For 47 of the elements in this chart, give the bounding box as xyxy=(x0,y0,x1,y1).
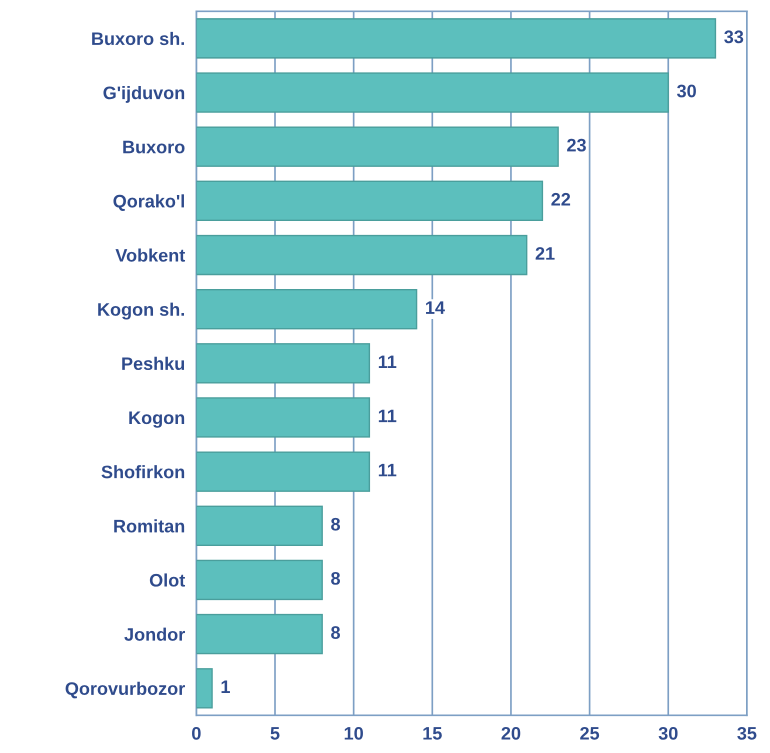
y-tick-label: Olot xyxy=(150,573,186,587)
bar xyxy=(196,180,544,222)
bar xyxy=(196,397,370,438)
bar xyxy=(196,506,323,546)
bar xyxy=(196,288,418,330)
y-tick-label: Buxoro sh. xyxy=(92,32,184,46)
data-label: 30 xyxy=(677,84,696,98)
data-label: 14 xyxy=(426,301,445,314)
data-label: 23 xyxy=(567,138,586,152)
data-label: 11 xyxy=(378,356,396,368)
data-label: 8 xyxy=(331,626,340,639)
x-tick-label: 0 xyxy=(192,726,201,740)
y-tick-label: Kogon sh. xyxy=(98,302,184,320)
x-tick-label: 25 xyxy=(580,726,600,740)
y-tick-label: G'ijduvon xyxy=(103,86,184,103)
bar xyxy=(196,560,323,600)
data-label: 22 xyxy=(551,192,570,206)
bar xyxy=(196,126,559,167)
data-label: 33 xyxy=(724,30,744,44)
data-label: 1 xyxy=(222,680,230,693)
bar xyxy=(196,451,370,492)
bar xyxy=(196,614,323,654)
data-label: 11 xyxy=(378,410,396,422)
data-label: 21 xyxy=(536,247,555,260)
data-label: 8 xyxy=(331,518,340,531)
y-tick-label: Peshku xyxy=(122,356,184,370)
x-tick-label: 30 xyxy=(658,726,678,740)
x-tick-label: 5 xyxy=(270,727,280,740)
bar xyxy=(196,343,370,384)
bar xyxy=(196,668,213,708)
y-tick-label: Romitan xyxy=(114,519,184,533)
y-tick-label: Qorako'l xyxy=(113,194,184,211)
x-tick-label: 10 xyxy=(344,726,363,740)
y-tick-label: Kogon xyxy=(129,412,184,428)
y-tick-label: Qorovurbozor xyxy=(66,682,185,698)
x-tick-label: 15 xyxy=(423,727,442,740)
x-tick-label: 35 xyxy=(737,726,756,740)
y-tick-label: Vobkent xyxy=(115,248,186,262)
bar xyxy=(196,234,528,276)
bar xyxy=(196,72,669,113)
data-label: 11 xyxy=(378,464,396,476)
y-tick-label: Jondor xyxy=(124,628,185,641)
bar xyxy=(196,18,716,59)
x-tick-label: 20 xyxy=(502,726,520,740)
y-tick-label: Shofirkon xyxy=(102,465,184,478)
data-label: 8 xyxy=(331,572,340,585)
y-tick-label: Buxoro xyxy=(123,140,185,154)
